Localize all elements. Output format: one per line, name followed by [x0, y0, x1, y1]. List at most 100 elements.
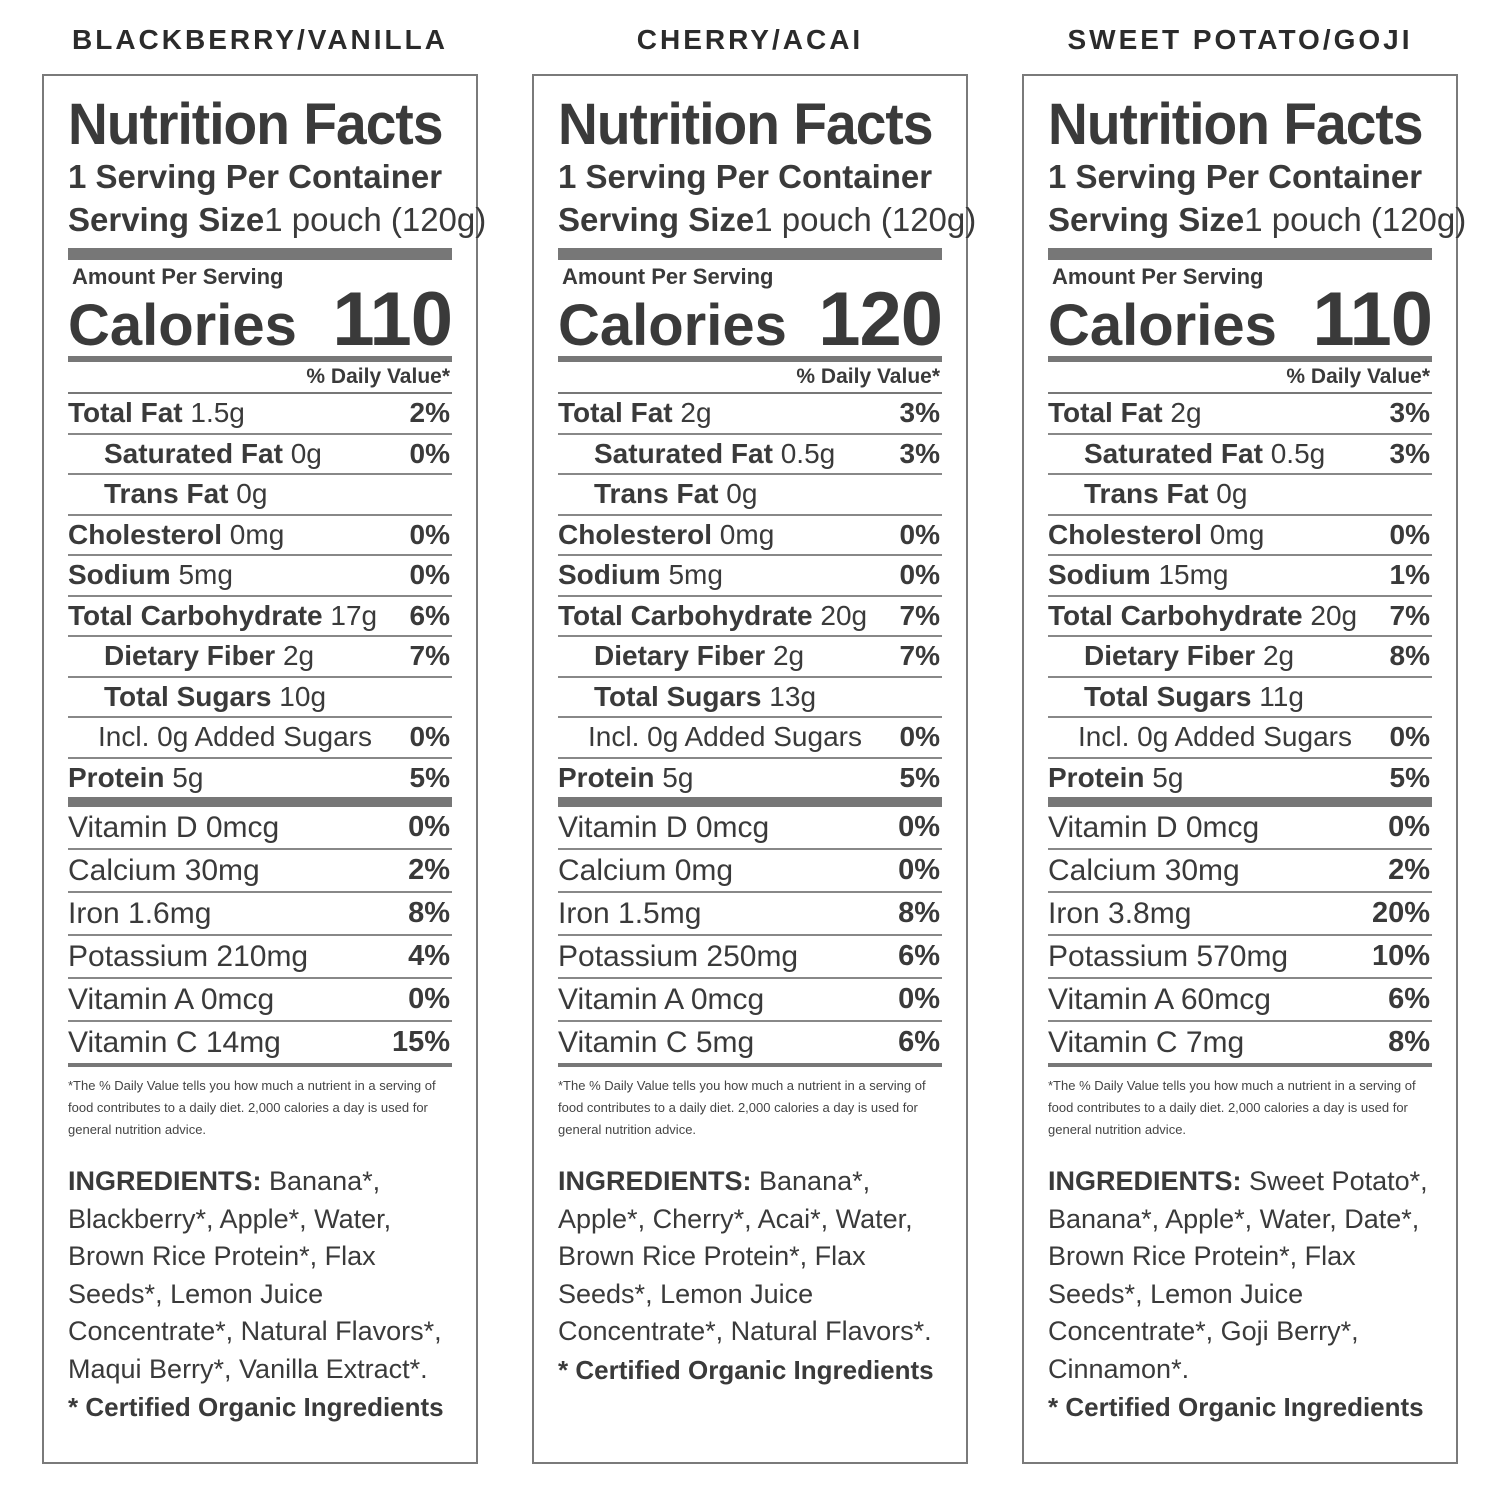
nutrient-row: Total Sugars 10g [68, 678, 452, 718]
nutrient-row: Cholesterol 0mg 0% [1048, 516, 1432, 556]
nutrient-text: Total Carbohydrate 17g [68, 600, 377, 632]
nutrient-name: Cholesterol [1048, 518, 1203, 550]
nutrient-row: Sodium 15mg 1% [1048, 556, 1432, 597]
vitamin-daily-value: 8% [898, 897, 940, 929]
nutrient-name: Total Carbohydrate [1048, 599, 1303, 631]
ingredients-list: Banana*, Blackberry*, Apple*, Water, Bro… [68, 1166, 442, 1384]
servings-per-container: 1 Serving Per Container [68, 158, 443, 195]
vitamin-daily-value: 0% [898, 854, 940, 886]
ingredients-heading: INGREDIENTS: [1048, 1166, 1242, 1196]
nutrient-name: Protein [1048, 761, 1145, 793]
vitamin-text: Iron 3.8mg [1048, 896, 1192, 930]
nutrient-row: Total Carbohydrate 20g 7% [1048, 597, 1432, 637]
nutrient-row: Total Fat 2g 3% [558, 394, 942, 435]
nutrient-text: Cholesterol 0mg [68, 519, 284, 551]
nutrient-row: Saturated Fat 0.5g 3% [1048, 435, 1432, 475]
nutrient-name: Total Sugars [1084, 680, 1252, 712]
nutrient-daily-value: 6% [409, 599, 450, 631]
vitamin-text: Vitamin C 14mg [68, 1025, 281, 1059]
nutrient-amount: 5g [1144, 761, 1184, 793]
vitamin-text: Iron 1.5mg [558, 896, 702, 930]
nutrient-text: Total Carbohydrate 20g [558, 600, 867, 632]
daily-value-header: % Daily Value* [558, 362, 942, 394]
nutrient-text: Total Fat 1.5g [68, 397, 245, 429]
nutrient-amount: 0.5g [772, 437, 836, 469]
nutrient-name: Dietary Fiber [594, 640, 766, 672]
divider-medium [1048, 356, 1432, 362]
nutrient-name: Cholesterol [558, 518, 713, 550]
nutrient-daily-value: 0% [899, 559, 940, 591]
nutrient-name: Trans Fat [594, 478, 719, 510]
nutrient-row: Cholesterol 0mg 0% [68, 516, 452, 556]
vitamin-row: Vitamin A 0mcg 0% [558, 979, 942, 1022]
vitamin-text: Vitamin D 0mcg [558, 810, 770, 844]
servings-per-container: 1 Serving Per Container [558, 158, 933, 195]
nutrient-daily-value: 0% [1389, 721, 1430, 753]
nutrient-amount: 20g [812, 599, 868, 631]
ingredients-heading: INGREDIENTS: [558, 1166, 752, 1196]
vitamin-row: Vitamin A 0mcg 0% [68, 979, 452, 1022]
daily-value-footnote: *The % Daily Value tells you how much a … [1048, 1078, 1416, 1137]
nutrient-amount: 10g [271, 680, 327, 712]
nutrient-daily-value: 0% [409, 518, 450, 550]
nutrient-amount: 13g [761, 680, 817, 712]
nutrient-amount: 0mg [1202, 518, 1265, 550]
divider-medium [68, 356, 452, 362]
vitamin-daily-value: 0% [898, 983, 940, 1015]
nutrient-row: Dietary Fiber 2g 7% [68, 637, 452, 678]
nutrient-text: Saturated Fat 0g [68, 438, 322, 470]
nutrient-daily-value: 3% [1389, 397, 1430, 429]
nutrition-facts-heading: Nutrition Facts [558, 92, 933, 157]
nutrient-text: Total Sugars 13g [558, 681, 816, 713]
nutrient-daily-value: 0% [899, 518, 940, 550]
nutrient-name: Protein [68, 761, 165, 793]
nutrient-name: Saturated Fat [594, 437, 773, 469]
nutrient-row: Total Sugars 13g [558, 678, 942, 718]
nutrient-text: Sodium 5mg [558, 559, 723, 591]
nutrition-facts-panel: Nutrition Facts 1 Serving Per Container … [532, 74, 976, 1464]
nutrient-text: Protein 5g [1048, 762, 1183, 794]
nutrient-amount: 2g [672, 397, 712, 429]
vitamin-text: Potassium 570mg [1048, 939, 1289, 973]
ingredients-list: Banana*, Apple*, Cherry*, Acai*, Water, … [558, 1166, 932, 1346]
nutrient-name: Trans Fat [104, 478, 229, 510]
vitamin-row: Iron 1.6mg 8% [68, 893, 452, 936]
vitamin-row: Iron 1.5mg 8% [558, 893, 942, 936]
nutrition-facts-panel: Nutrition Facts 1 Serving Per Container … [1022, 74, 1466, 1464]
divider-medium [558, 356, 942, 362]
nutrient-daily-value: 8% [1389, 640, 1430, 672]
nutrient-text: Sodium 15mg [1048, 559, 1229, 591]
nutrient-daily-value: 3% [899, 437, 940, 469]
vitamin-row: Vitamin D 0mcg 0% [558, 807, 942, 850]
divider-thick [1048, 248, 1432, 260]
nutrient-daily-value: 0% [1389, 518, 1430, 550]
nutrient-amount: 11g [1251, 680, 1304, 712]
vitamin-daily-value: 0% [898, 811, 940, 843]
vitamin-daily-value: 8% [1388, 1026, 1430, 1058]
serving-size-row: Serving Size 1 pouch (120g) [558, 198, 976, 242]
nutrient-name: Total Sugars [594, 680, 762, 712]
calories-label: Calories [68, 293, 297, 358]
vitamin-text: Potassium 210mg [68, 939, 309, 973]
vitamin-row: Calcium 30mg 2% [1048, 850, 1432, 893]
nutrient-text: Total Sugars 10g [68, 681, 326, 713]
organic-note: * Certified Organic Ingredients [68, 1392, 444, 1422]
calories-row: Calories 110 [68, 282, 453, 358]
nutrient-text: Total Fat 2g [1048, 397, 1202, 429]
nutrient-text: Saturated Fat 0.5g [558, 438, 835, 470]
nutrient-row: Saturated Fat 0g 0% [68, 435, 452, 475]
ingredients: INGREDIENTS: Banana*, Apple*, Cherry*, A… [558, 1163, 942, 1351]
vitamin-daily-value: 0% [408, 811, 450, 843]
nutrient-amount: 5g [654, 761, 694, 793]
amount-per-serving: Amount Per Serving [72, 264, 284, 289]
vitamin-row: Potassium 250mg 6% [558, 936, 942, 979]
divider-thick [558, 248, 942, 260]
nutrient-row: Incl. 0g Added Sugars 0% [1048, 718, 1432, 759]
serving-size-label: Serving Size [1048, 201, 1245, 238]
calories-label: Calories [558, 293, 787, 358]
divider-thick [68, 248, 452, 260]
nutrient-daily-value: 0% [409, 559, 450, 591]
nutrient-row: Trans Fat 0g [1048, 475, 1432, 516]
nutrient-daily-value: 5% [409, 761, 450, 793]
nutrient-amount: 2g [1162, 397, 1202, 429]
